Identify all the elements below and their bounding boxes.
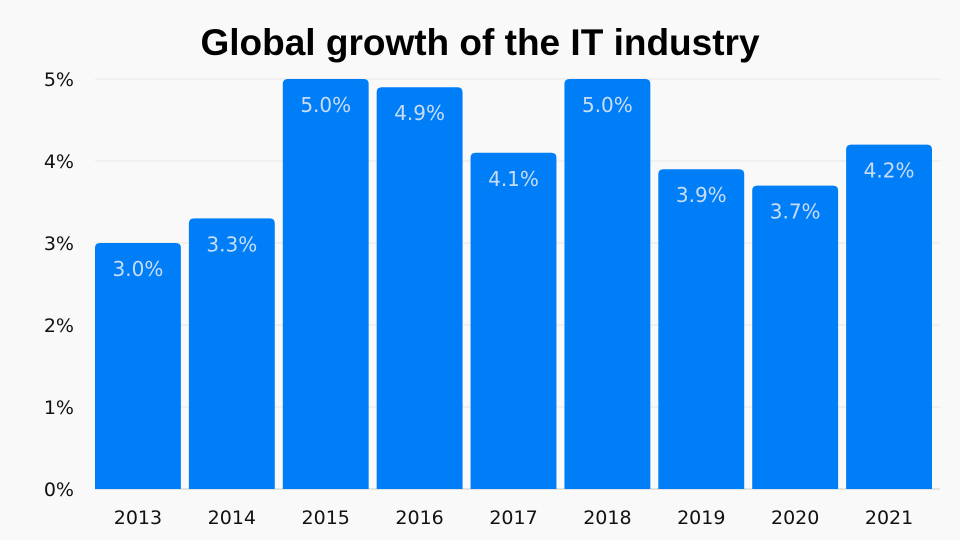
y-tick-label: 3% (44, 233, 74, 255)
x-tick-label: 2019 (677, 507, 725, 529)
y-tick-label: 4% (44, 151, 74, 173)
data-label: 5.0% (300, 93, 351, 117)
y-tick-label: 5% (44, 69, 74, 91)
bar-2016 (376, 87, 463, 489)
y-axis: 0% 1% 2% 3% 4% 5% (44, 69, 74, 501)
bar-2021 (846, 144, 932, 489)
y-tick-label: 1% (44, 397, 74, 419)
x-tick-label: 2014 (208, 507, 256, 529)
data-label: 4.9% (394, 101, 445, 125)
chart-title: Global growth of the IT industry (200, 22, 760, 63)
x-tick-label: 2016 (395, 507, 443, 529)
bar-2013 (95, 243, 181, 489)
x-tick-label: 2021 (865, 507, 913, 529)
bar-2014 (188, 218, 275, 489)
x-tick-label: 2018 (583, 507, 631, 529)
bars: 3.0% 3.3% 5.0% 4.9% 4.1% 5.0% 3.9% 3.7% 4.2% (95, 79, 932, 490)
bar-2020 (752, 185, 839, 489)
bar-2015 (282, 79, 369, 489)
data-label: 3.7% (770, 200, 821, 224)
x-axis: 2013 2014 2015 2016 2017 2018 2019 2020 2021 (114, 507, 913, 529)
data-label: 3.0% (113, 257, 164, 281)
y-tick-label: 0% (44, 479, 74, 501)
bar-2018 (564, 79, 651, 489)
x-tick-label: 2015 (302, 507, 350, 529)
data-label: 4.1% (488, 167, 539, 191)
bar-2017 (470, 152, 557, 490)
bar-2019 (658, 169, 745, 489)
data-label: 4.2% (864, 159, 915, 183)
data-label: 5.0% (582, 93, 633, 117)
x-tick-label: 2013 (114, 507, 162, 529)
y-tick-label: 2% (44, 315, 74, 337)
x-tick-label: 2017 (489, 507, 537, 529)
x-tick-label: 2020 (771, 507, 819, 529)
data-label: 3.3% (206, 232, 257, 256)
data-label: 3.9% (676, 183, 727, 207)
